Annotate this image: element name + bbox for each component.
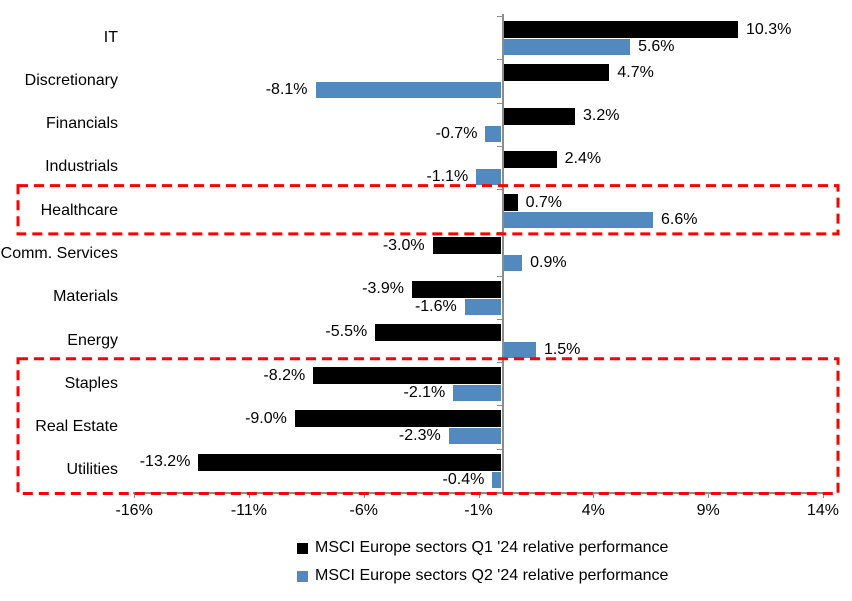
bar-value-label: -3.9% [362, 280, 404, 298]
bar-q2 [315, 82, 502, 99]
category-label: Utilities [66, 461, 118, 479]
bar-q2 [501, 341, 536, 358]
bar-value-label: 5.6% [638, 38, 675, 55]
bar-q1 [501, 150, 557, 168]
bar-value-label: 10.3% [745, 20, 792, 38]
x-tick-label: -16% [115, 502, 153, 519]
category-label: Industrials [45, 158, 118, 176]
category-label: Energy [67, 331, 118, 349]
bar-q2 [492, 471, 502, 488]
category-label: Materials [53, 288, 118, 306]
y-axis-tick [496, 59, 502, 61]
q1-series-swatch-icon [297, 542, 308, 554]
bar-q1 [198, 453, 502, 471]
bar-value-label: -0.4% [442, 470, 485, 488]
bar-value-label: -0.7% [435, 124, 478, 142]
bar-q1 [411, 280, 502, 298]
x-axis-line [133, 492, 824, 494]
bar-q2 [453, 385, 502, 402]
bar-value-label: -1.6% [414, 297, 457, 315]
bar-value-label: -3.0% [382, 236, 425, 254]
category-label: Real Estate [35, 418, 118, 436]
bar-value-label: 4.7% [617, 63, 654, 81]
bar-q2 [448, 428, 502, 445]
bar-q1 [432, 237, 502, 255]
bar-value-label: 0.9% [530, 254, 567, 272]
y-axis-tick [496, 145, 502, 147]
y-axis-line [501, 14, 504, 492]
x-tick-label: 14% [806, 502, 839, 519]
category-label: Discretionary [24, 71, 118, 89]
x-tick-label: 9% [696, 502, 720, 519]
y-axis-tick [496, 16, 502, 17]
category-label: Financials [45, 115, 118, 133]
bar-value-label: -2.1% [403, 384, 446, 402]
bar-value-label: -8.2% [263, 366, 306, 384]
x-tick-label: 4% [581, 502, 605, 519]
bar-q1 [501, 64, 610, 82]
bar-q2 [501, 39, 631, 55]
bar-value-label: -5.5% [325, 323, 368, 341]
bar-q1 [294, 410, 502, 428]
bar-q2 [501, 212, 654, 229]
bar-value-label: -1.1% [426, 167, 469, 185]
q2-series-swatch-icon [297, 570, 308, 582]
category-label: Staples [64, 374, 118, 392]
y-axis-tick [496, 275, 502, 277]
bar-value-label: -13.2% [139, 453, 191, 471]
bar-q1 [501, 194, 518, 212]
x-tick-label: -1% [464, 502, 493, 519]
category-label: Comm. Services [0, 244, 118, 262]
bar-q2 [476, 168, 502, 185]
y-axis-tick [496, 102, 502, 104]
highlight-dashed-box [16, 184, 840, 236]
category-label: Healthcare [40, 201, 118, 219]
legend-label-q1: MSCI Europe sectors Q1 '24 relative perf… [315, 539, 669, 556]
bar-value-label: -8.1% [265, 81, 308, 99]
y-axis-tick [496, 318, 502, 320]
bar-q1 [313, 367, 502, 385]
bar-q2 [464, 298, 502, 315]
bar-value-label: 6.6% [661, 211, 698, 229]
bar-q1 [501, 107, 575, 125]
bar-value-label: 2.4% [564, 150, 602, 168]
bar-value-label: 3.2% [582, 107, 620, 125]
bar-q2 [501, 255, 523, 272]
bar-value-label: 0.7% [525, 193, 563, 211]
bar-value-label: -9.0% [245, 409, 287, 427]
bar-value-label: -2.3% [398, 427, 441, 445]
x-tick-label: -6% [349, 502, 378, 519]
bar-q2 [485, 125, 502, 142]
bar-value-label: 1.5% [543, 340, 581, 358]
legend-item-q2: MSCI Europe sectors Q2 '24 relative perf… [297, 567, 668, 585]
legend-item-q1: MSCI Europe sectors Q1 '24 relative perf… [297, 539, 668, 557]
bar-q1 [501, 21, 738, 38]
category-label: IT [103, 28, 118, 46]
bar-q1 [375, 323, 502, 341]
x-tick-label: -11% [230, 502, 268, 519]
legend-label-q2: MSCI Europe sectors Q2 '24 relative perf… [315, 567, 669, 584]
